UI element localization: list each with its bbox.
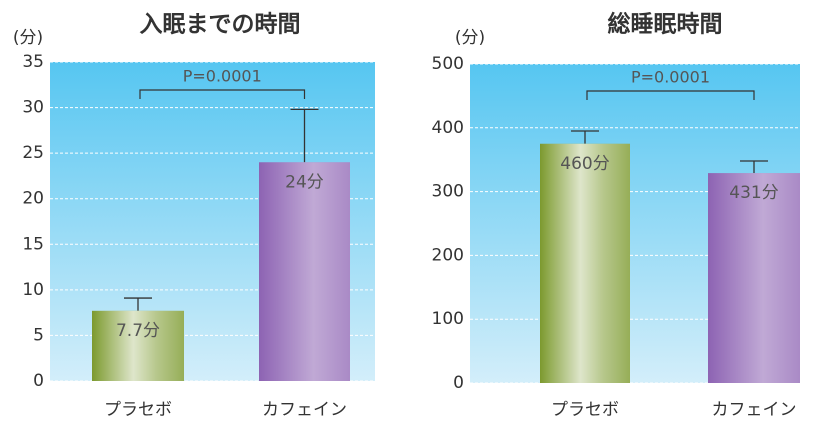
significance-bracket — [139, 89, 306, 99]
value-label: 460分 — [560, 154, 609, 174]
bar-shine — [708, 173, 800, 383]
chart-title: 入眠までの時間 — [140, 12, 301, 38]
y-tick-label: 400 — [432, 118, 464, 138]
y-tick-label: 25 — [22, 143, 44, 163]
significance-label: P=0.0001 — [183, 67, 262, 86]
chart-title: 総睡眠時間 — [608, 11, 723, 38]
value-label: 7.7分 — [116, 321, 160, 341]
y-tick-label: 300 — [432, 182, 464, 202]
x-tick-label: プラセボ — [104, 400, 172, 420]
bar-shine — [540, 143, 630, 383]
y-tick-label: 100 — [432, 309, 464, 329]
y-tick-label: 500 — [432, 54, 464, 74]
value-label: 431分 — [729, 183, 778, 203]
y-axis-label: (分) — [13, 28, 43, 48]
y-tick-label: 30 — [22, 98, 44, 118]
y-tick-label: 200 — [432, 245, 464, 265]
x-tick-label: カフェイン — [262, 400, 347, 420]
y-tick-label: 20 — [22, 189, 44, 209]
bar-shine — [259, 162, 350, 381]
significance-bracket — [586, 90, 755, 100]
y-tick-label: 35 — [22, 52, 44, 72]
y-axis-label: (分) — [455, 28, 485, 48]
y-tick-label: 15 — [22, 234, 44, 254]
y-tick-label: 10 — [22, 280, 44, 300]
x-tick-label: プラセボ — [551, 400, 619, 420]
value-label: 24分 — [285, 172, 324, 192]
y-tick-label: 0 — [33, 371, 44, 391]
y-tick-label: 0 — [453, 373, 464, 393]
x-tick-label: カフェイン — [712, 400, 797, 420]
significance-label: P=0.0001 — [631, 68, 710, 87]
bar-shine — [92, 310, 184, 381]
y-tick-label: 5 — [33, 325, 44, 345]
